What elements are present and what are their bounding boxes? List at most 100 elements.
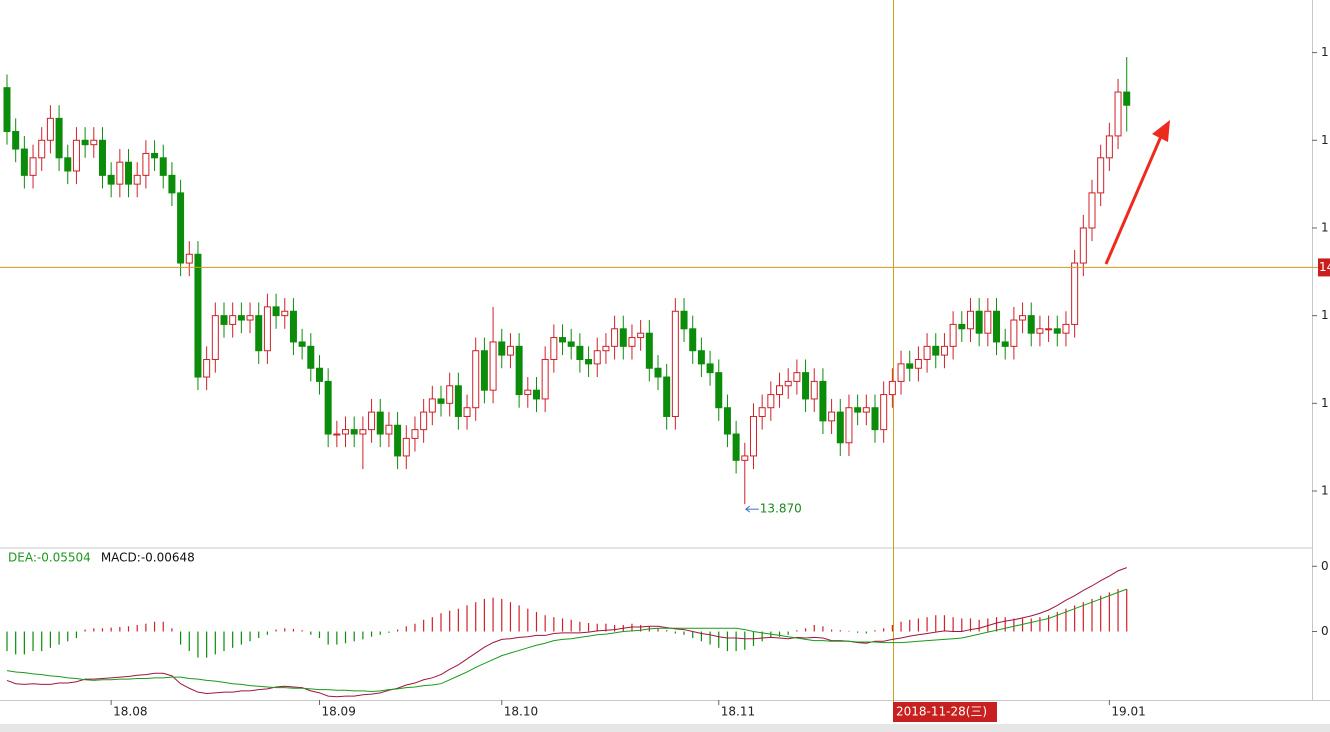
candle-body bbox=[263, 306, 271, 352]
candle-body bbox=[159, 157, 167, 176]
candle-body bbox=[463, 407, 471, 417]
x-tick-label: 19.01 bbox=[1111, 705, 1145, 719]
candle-body bbox=[958, 323, 966, 330]
candle-body bbox=[802, 372, 810, 400]
candle-body bbox=[602, 345, 610, 352]
candle-body bbox=[324, 380, 332, 435]
candle-body bbox=[3, 87, 11, 133]
x-tick-label: 18.09 bbox=[321, 705, 355, 719]
candle-body bbox=[368, 411, 376, 431]
candle-body bbox=[307, 345, 315, 369]
candle-body bbox=[437, 398, 445, 404]
candle-body bbox=[177, 192, 185, 264]
candle-body bbox=[810, 380, 818, 400]
candle-body bbox=[880, 394, 888, 431]
candle-body bbox=[723, 407, 731, 435]
candle-body bbox=[966, 310, 974, 330]
candle-body bbox=[585, 358, 593, 365]
candle-body bbox=[342, 429, 350, 435]
y-tick-label: 1 bbox=[1321, 220, 1329, 234]
candle-body bbox=[628, 337, 636, 347]
candle-body bbox=[1079, 227, 1087, 264]
candle-body bbox=[255, 315, 263, 352]
candle-body bbox=[550, 337, 558, 360]
candle-body bbox=[975, 310, 983, 334]
candle-body bbox=[185, 253, 193, 264]
candle-body bbox=[133, 174, 141, 185]
candle-body bbox=[836, 411, 844, 444]
candle-body bbox=[168, 174, 176, 194]
candle-body bbox=[116, 161, 124, 185]
candle-body bbox=[732, 433, 740, 461]
candle-body bbox=[125, 161, 133, 185]
candle-body bbox=[142, 152, 150, 176]
candle-body bbox=[1045, 328, 1053, 331]
candle-body bbox=[420, 411, 428, 431]
x-tick-label: 18.08 bbox=[113, 705, 147, 719]
macd-line bbox=[6, 588, 1127, 693]
candle-body bbox=[98, 139, 106, 176]
candle-body bbox=[923, 345, 931, 360]
candle-body bbox=[611, 328, 619, 347]
candle-body bbox=[394, 424, 402, 457]
candle-body bbox=[697, 350, 705, 365]
candle-body bbox=[281, 310, 289, 317]
y-tick-label: 1 bbox=[1321, 133, 1329, 147]
candle-body bbox=[715, 372, 723, 409]
candle-body bbox=[776, 385, 784, 396]
candle-body bbox=[194, 253, 202, 378]
candle-body bbox=[411, 429, 419, 439]
candle-body bbox=[1123, 91, 1131, 106]
candle-body bbox=[385, 424, 393, 435]
candle-body bbox=[559, 337, 567, 343]
candle-body bbox=[1019, 315, 1027, 321]
crosshair-date-box bbox=[893, 702, 997, 722]
annotation-label: 13.870 bbox=[760, 502, 802, 516]
candle-body bbox=[211, 315, 219, 360]
candle-body bbox=[333, 433, 341, 436]
trend-arrow-head bbox=[1152, 120, 1170, 142]
candle-body bbox=[428, 398, 436, 413]
y-tick-label: 1 bbox=[1321, 396, 1329, 410]
candle-body bbox=[706, 363, 714, 374]
candle-body bbox=[315, 367, 323, 382]
candle-body bbox=[1088, 192, 1096, 229]
candle-body bbox=[654, 367, 662, 378]
candle-body bbox=[515, 345, 523, 396]
candle-body bbox=[645, 332, 653, 369]
candle-body bbox=[784, 380, 792, 387]
candle-body bbox=[888, 380, 896, 396]
candle-body bbox=[151, 152, 159, 159]
candle-body bbox=[689, 328, 697, 352]
candle-body bbox=[984, 310, 992, 334]
candle-body bbox=[914, 358, 922, 369]
candle-body bbox=[758, 407, 766, 417]
candle-body bbox=[993, 310, 1001, 343]
candle-body bbox=[272, 306, 280, 317]
candle-body bbox=[932, 345, 940, 356]
candle-body bbox=[1010, 319, 1018, 347]
trend-arrow bbox=[1104, 120, 1170, 265]
candle-body bbox=[741, 455, 749, 461]
candle-body bbox=[246, 315, 254, 321]
candle-body bbox=[107, 174, 115, 185]
y-tick-label: 1 bbox=[1321, 45, 1329, 59]
candle-body bbox=[845, 407, 853, 444]
candle-body bbox=[81, 139, 89, 146]
candle-body bbox=[289, 310, 297, 343]
candle-body bbox=[532, 389, 540, 400]
x-tick-label: 18.10 bbox=[504, 705, 538, 719]
macd-histogram bbox=[6, 589, 1128, 658]
candle-body bbox=[1001, 341, 1009, 347]
candle-body bbox=[72, 139, 80, 172]
candle-body bbox=[897, 363, 905, 382]
candle-body bbox=[38, 139, 46, 159]
candle-body bbox=[402, 437, 410, 457]
candle-body bbox=[480, 350, 488, 391]
candle-body bbox=[1105, 135, 1113, 159]
x-tick-label: 18.11 bbox=[721, 705, 755, 719]
candle-body bbox=[472, 350, 480, 409]
candle-body bbox=[64, 157, 72, 172]
